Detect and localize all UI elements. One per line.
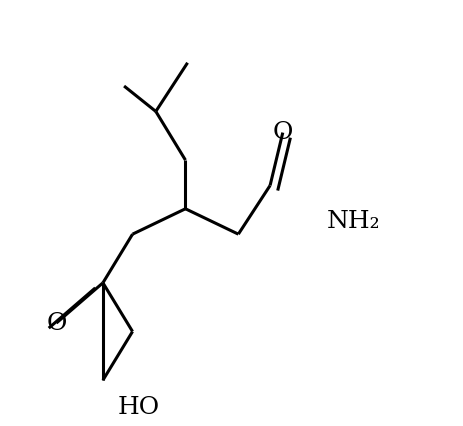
Text: O: O: [46, 311, 66, 334]
Text: HO: HO: [118, 396, 160, 419]
Text: O: O: [272, 121, 292, 144]
Text: NH₂: NH₂: [326, 210, 380, 233]
